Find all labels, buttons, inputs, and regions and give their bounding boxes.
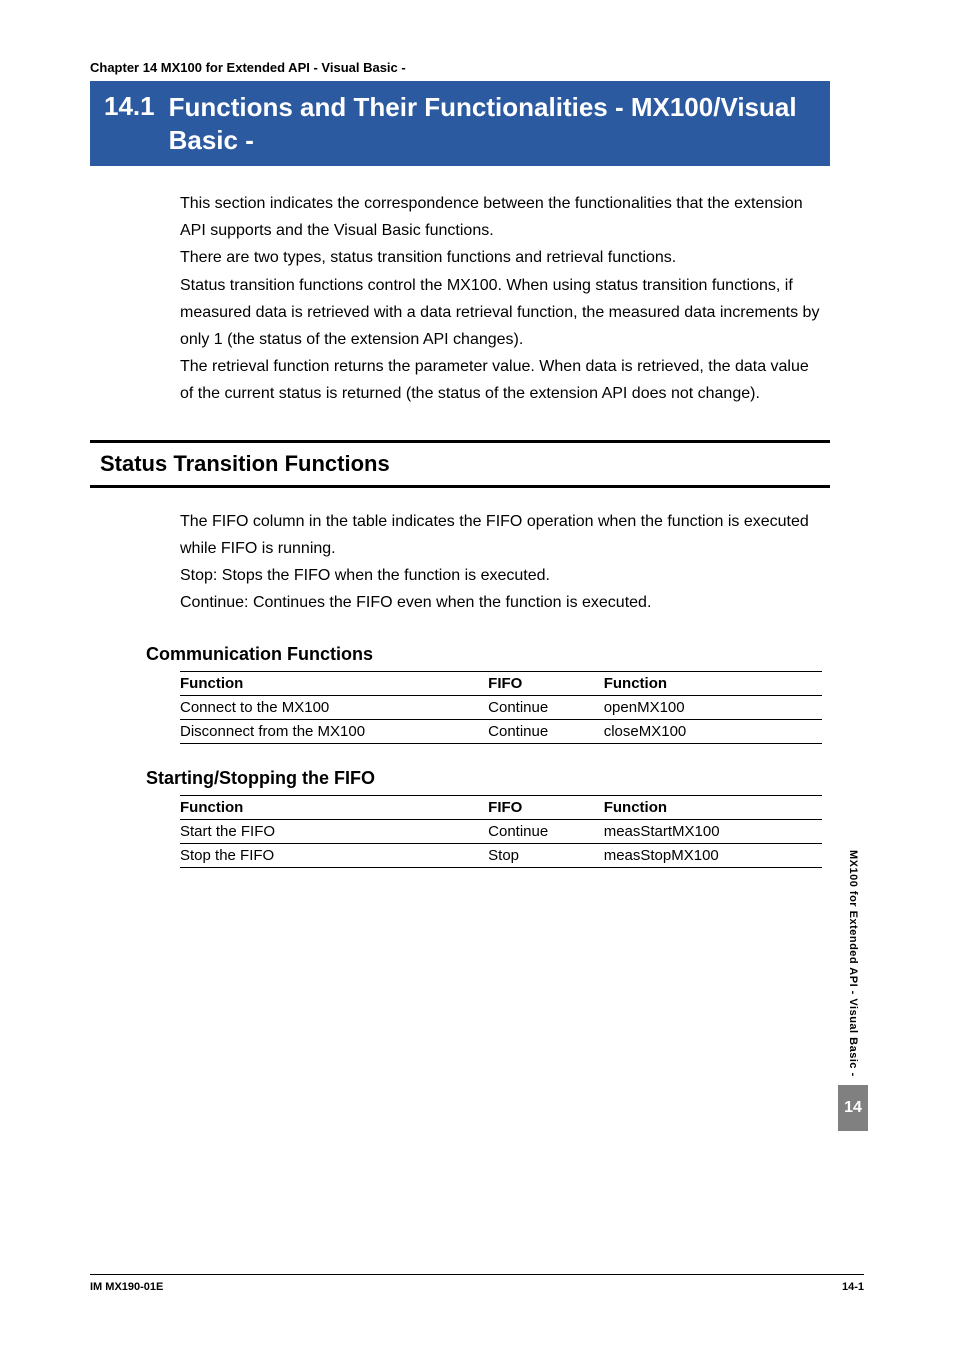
col-header: Function	[604, 796, 822, 820]
function-table: Function FIFO Function Connect to the MX…	[180, 671, 822, 744]
cell-fifo: Continue	[488, 820, 604, 844]
col-header: Function	[180, 796, 488, 820]
cell-fifo: Continue	[488, 720, 604, 744]
table-row: Start the FIFO Continue measStartMX100	[180, 820, 822, 844]
subsection-description: The FIFO column in the table indicates t…	[180, 508, 822, 617]
page-footer: IM MX190-01E 14-1	[90, 1274, 864, 1293]
col-header: FIFO	[488, 672, 604, 696]
table-group-1: Starting/Stopping the FIFO Function FIFO…	[90, 768, 830, 868]
table-header-row: Function FIFO Function	[180, 672, 822, 696]
cell-fifo: Stop	[488, 844, 604, 868]
side-tab-number: 14	[838, 1085, 868, 1131]
chapter-label: Chapter 14 MX100 for Extended API - Visu…	[90, 60, 830, 75]
table-row: Disconnect from the MX100 Continue close…	[180, 720, 822, 744]
cell-func-name: measStartMX100	[604, 820, 822, 844]
section-title-banner: 14.1 Functions and Their Functionalities…	[90, 81, 830, 166]
footer-page-number: 14-1	[842, 1281, 864, 1293]
side-tab-label: MX100 for Extended API - Visual Basic -	[847, 850, 859, 1077]
table-header-row: Function FIFO Function	[180, 796, 822, 820]
cell-func-desc: Connect to the MX100	[180, 696, 488, 720]
table-heading: Starting/Stopping the FIFO	[146, 768, 830, 789]
intro-paragraph: This section indicates the correspondenc…	[180, 190, 822, 408]
section-title: Functions and Their Functionalities - MX…	[169, 91, 816, 156]
cell-fifo: Continue	[488, 696, 604, 720]
subsection-heading: Status Transition Functions	[100, 451, 830, 477]
col-header: FIFO	[488, 796, 604, 820]
cell-func-name: measStopMX100	[604, 844, 822, 868]
function-table: Function FIFO Function Start the FIFO Co…	[180, 795, 822, 868]
table-row: Stop the FIFO Stop measStopMX100	[180, 844, 822, 868]
cell-func-desc: Stop the FIFO	[180, 844, 488, 868]
section-number: 14.1	[104, 91, 155, 122]
subsection-heading-wrap: Status Transition Functions	[90, 440, 830, 488]
table-group-0: Communication Functions Function FIFO Fu…	[90, 644, 830, 744]
cell-func-desc: Start the FIFO	[180, 820, 488, 844]
footer-doc-id: IM MX190-01E	[90, 1281, 163, 1293]
cell-func-name: openMX100	[604, 696, 822, 720]
side-tab: MX100 for Extended API - Visual Basic - …	[842, 850, 864, 1131]
col-header: Function	[604, 672, 822, 696]
cell-func-name: closeMX100	[604, 720, 822, 744]
col-header: Function	[180, 672, 488, 696]
table-row: Connect to the MX100 Continue openMX100	[180, 696, 822, 720]
table-heading: Communication Functions	[146, 644, 830, 665]
cell-func-desc: Disconnect from the MX100	[180, 720, 488, 744]
